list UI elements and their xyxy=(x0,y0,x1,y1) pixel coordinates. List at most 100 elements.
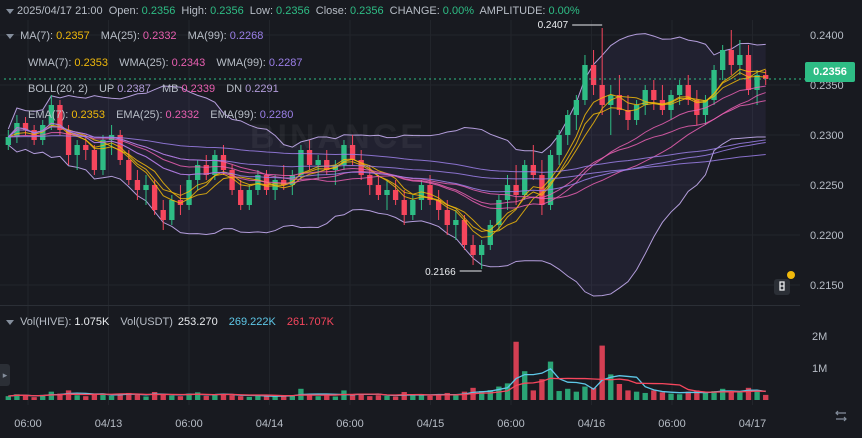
volume-bar xyxy=(418,394,425,400)
candle xyxy=(565,110,571,145)
volume-bar xyxy=(608,374,614,400)
volume-bar xyxy=(522,371,528,400)
collapse-icon[interactable] xyxy=(6,8,14,14)
volume-bar xyxy=(504,383,511,400)
candle-body xyxy=(547,155,554,205)
candle-body xyxy=(169,200,175,220)
chart-grid xyxy=(0,20,800,405)
candle-body xyxy=(220,155,227,170)
volume-bar xyxy=(625,390,631,400)
expand-arrows-icon[interactable] xyxy=(833,410,849,426)
volume-bar xyxy=(238,396,244,400)
volume-bar xyxy=(453,395,459,400)
time-tick-label: 06:00 xyxy=(175,418,203,430)
volume-bar xyxy=(212,394,218,400)
volume-bar xyxy=(659,392,666,400)
candle-body xyxy=(392,190,399,200)
volume-series xyxy=(5,341,769,400)
candle xyxy=(5,130,11,150)
candle xyxy=(582,55,588,105)
candle-body xyxy=(496,200,502,225)
volume-bar xyxy=(160,394,166,400)
price-tick-label: 0.2250 xyxy=(810,180,844,192)
wma99-value: 0.2287 xyxy=(268,57,303,69)
candle xyxy=(470,235,476,265)
vol-ma10-value: 261.707K xyxy=(286,316,335,328)
candle xyxy=(711,65,717,105)
candle-body xyxy=(255,175,261,190)
candle-body xyxy=(289,175,295,185)
volume-bar xyxy=(272,396,278,400)
candle-body xyxy=(504,185,511,200)
candle-body xyxy=(427,185,433,200)
volume-bar xyxy=(186,393,192,400)
candle xyxy=(392,180,399,205)
volume-bar xyxy=(367,396,373,400)
volume-bar xyxy=(539,379,545,400)
chevron-down-icon[interactable] xyxy=(6,33,14,39)
volume-bar xyxy=(100,393,106,400)
candle-body xyxy=(341,145,347,165)
candle xyxy=(625,95,631,130)
candle-body xyxy=(711,70,717,100)
candle-body xyxy=(435,200,442,210)
candle xyxy=(556,130,562,165)
candle-body xyxy=(737,55,743,65)
volume-bar xyxy=(358,393,364,400)
volume-bar xyxy=(203,395,209,400)
candle-body xyxy=(590,65,597,85)
volume-bar xyxy=(616,384,623,400)
candle-body xyxy=(281,180,287,185)
boll-legend[interactable]: BOLL(20, 2) UP 0.2387 MB 0.2339 DN 0.2291 xyxy=(28,83,279,95)
candle-body xyxy=(194,165,201,180)
close-value: 0.2356 xyxy=(349,5,384,17)
pane-separator[interactable] xyxy=(0,305,800,306)
price-axis[interactable]: 0.2400 0.2350 0.2300 0.2250 0.2200 0.2150 xyxy=(4,30,844,292)
candle-body xyxy=(539,175,545,205)
candle-body xyxy=(272,180,278,190)
candle xyxy=(306,140,313,170)
candle-body xyxy=(479,245,485,255)
change-value: 0.00% xyxy=(442,5,474,17)
time-tick-label: 04/14 xyxy=(256,418,284,430)
time-tick-label: 06:00 xyxy=(336,418,364,430)
candle-body xyxy=(298,150,304,175)
volume-bar xyxy=(229,395,235,400)
candle-body xyxy=(160,210,166,220)
ema99-line xyxy=(8,135,766,173)
time-tick-label: 06:00 xyxy=(14,418,42,430)
wma-legend[interactable]: WMA(7): 0.2353 WMA(25): 0.2343 WMA(99): 0.2… xyxy=(28,57,303,69)
volume-ma-lines xyxy=(8,368,766,397)
candle-body xyxy=(522,165,528,195)
candle-body xyxy=(582,65,588,100)
volume-bar xyxy=(401,392,407,400)
candle-body xyxy=(530,165,536,175)
chevron-right-icon[interactable]: ▸ xyxy=(0,364,10,386)
candle xyxy=(384,180,390,210)
chevron-down-icon[interactable] xyxy=(6,319,14,325)
candle xyxy=(651,80,657,110)
volume-bar xyxy=(487,390,493,400)
volume-legend[interactable]: Vol(HIVE): 1.075K Vol(USDT) 253.270 269.22… xyxy=(6,316,337,328)
volume-bar xyxy=(651,390,657,400)
vol-hive-value: 1.075K xyxy=(74,316,110,328)
ema-legend[interactable]: EMA(7): 0.2353 EMA(25): 0.2332 EMA(99): 0.2… xyxy=(28,109,294,121)
wma25-value: 0.2343 xyxy=(171,57,206,69)
volume-bar xyxy=(349,394,356,400)
candle-body xyxy=(418,185,425,200)
high-value: 0.2356 xyxy=(210,5,244,17)
volume-tick-label: 1M xyxy=(812,363,827,375)
volume-bar xyxy=(599,345,605,400)
ma-legend[interactable]: MA(7): 0.2357 MA(25): 0.2332 MA(99): 0.2268 xyxy=(6,30,266,42)
volume-bar xyxy=(83,396,89,400)
binance-logo-icon[interactable] xyxy=(774,279,790,295)
time-axis[interactable]: 06:00 04/13 06:00 04/14 06:00 04/15 06:00 04/16… xyxy=(14,418,766,430)
wma99-line xyxy=(7,122,766,193)
candle-body xyxy=(384,190,390,195)
volume-bar xyxy=(590,387,597,400)
candle xyxy=(418,180,425,210)
candle xyxy=(453,210,459,240)
low-price-label: 0.2166 xyxy=(425,267,456,278)
candle-body xyxy=(134,180,141,190)
